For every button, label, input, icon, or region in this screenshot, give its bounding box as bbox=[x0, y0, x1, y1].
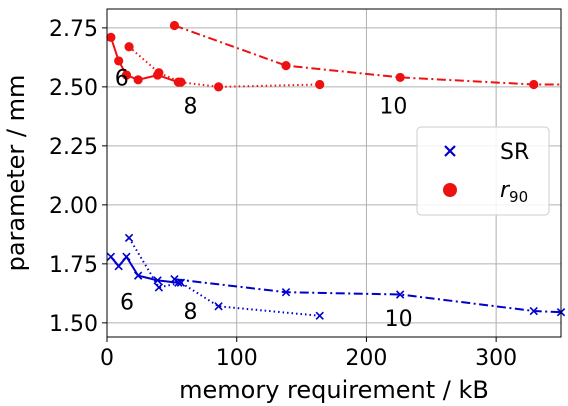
data-point-r90 bbox=[213, 82, 224, 92]
data-point-sr bbox=[122, 252, 131, 261]
x-tick-label: 100 bbox=[216, 346, 258, 371]
annotation-labels: 6 8 10 6 8 10 bbox=[115, 66, 413, 332]
data-point-r90 bbox=[114, 56, 124, 66]
legend-label-sr: SR bbox=[500, 140, 529, 165]
data-point-r90 bbox=[124, 42, 134, 52]
y-tick-label: 2.00 bbox=[49, 194, 98, 219]
series-markers bbox=[106, 20, 566, 320]
data-point-sr bbox=[153, 276, 162, 285]
data-point-r90 bbox=[154, 68, 164, 78]
series-line-sr-8 bbox=[128, 237, 320, 317]
series-line-sr-10 bbox=[174, 278, 562, 314]
legend-marker-x-icon bbox=[444, 145, 456, 157]
data-point-sr bbox=[133, 271, 143, 280]
x-axis-label: memory requirement / kB bbox=[179, 376, 489, 404]
data-point-r90 bbox=[395, 72, 405, 83]
legend-entry-sr: SR bbox=[444, 140, 529, 165]
data-point-sr bbox=[106, 252, 116, 261]
data-point-r90 bbox=[281, 61, 291, 71]
data-point-r90 bbox=[169, 20, 180, 31]
data-point-sr bbox=[214, 302, 223, 311]
y-tick-label: 2.75 bbox=[49, 17, 98, 42]
y-tick-label: 2.50 bbox=[49, 76, 98, 101]
data-point-sr bbox=[124, 233, 134, 243]
annotation-label: 10 bbox=[379, 95, 407, 120]
plot-frame bbox=[106, 8, 562, 338]
annotation-label: 8 bbox=[184, 95, 198, 120]
data-point-r90 bbox=[121, 70, 132, 80]
data-point-sr bbox=[529, 306, 538, 316]
legend-label-r90-subscript: 90 bbox=[509, 188, 528, 206]
y-axis-label: parameter / mm bbox=[2, 75, 30, 272]
data-point-r90 bbox=[176, 77, 186, 87]
data-point-sr bbox=[114, 262, 123, 271]
data-point-r90 bbox=[315, 79, 325, 90]
data-point-sr bbox=[154, 283, 164, 292]
data-point-sr bbox=[315, 311, 324, 320]
y-tick-label: 1.75 bbox=[49, 253, 98, 278]
data-point-r90 bbox=[106, 32, 116, 42]
x-tick-label: 0 bbox=[100, 346, 114, 371]
annotation-label: 10 bbox=[385, 307, 413, 332]
data-point-sr bbox=[395, 290, 405, 299]
data-point-sr bbox=[281, 287, 291, 297]
axis-ticks: 0 100 200 300 1.50 1.75 2.00 2.25 2.50 2.75 bbox=[49, 17, 517, 371]
data-point-sr bbox=[176, 278, 186, 287]
y-tick-label: 2.25 bbox=[49, 135, 98, 160]
y-tick-label: 1.50 bbox=[49, 312, 98, 337]
x-tick-label: 200 bbox=[345, 346, 387, 371]
legend: SR r90 bbox=[416, 126, 550, 216]
annotation-label: 6 bbox=[120, 291, 134, 316]
annotation-label: 6 bbox=[115, 66, 129, 91]
series-line-r90-10 bbox=[174, 24, 561, 86]
legend-label-r90-main: r bbox=[500, 178, 511, 203]
annotation-label: 8 bbox=[184, 300, 198, 325]
data-point-sr bbox=[170, 275, 179, 284]
legend-marker-dot-icon bbox=[443, 183, 457, 197]
data-point-r90 bbox=[133, 75, 143, 85]
x-tick-label: 300 bbox=[475, 346, 517, 371]
legend-entry-r90: r90 bbox=[443, 178, 528, 206]
data-point-r90 bbox=[529, 79, 539, 90]
legend-label-r90: r90 bbox=[500, 178, 528, 206]
